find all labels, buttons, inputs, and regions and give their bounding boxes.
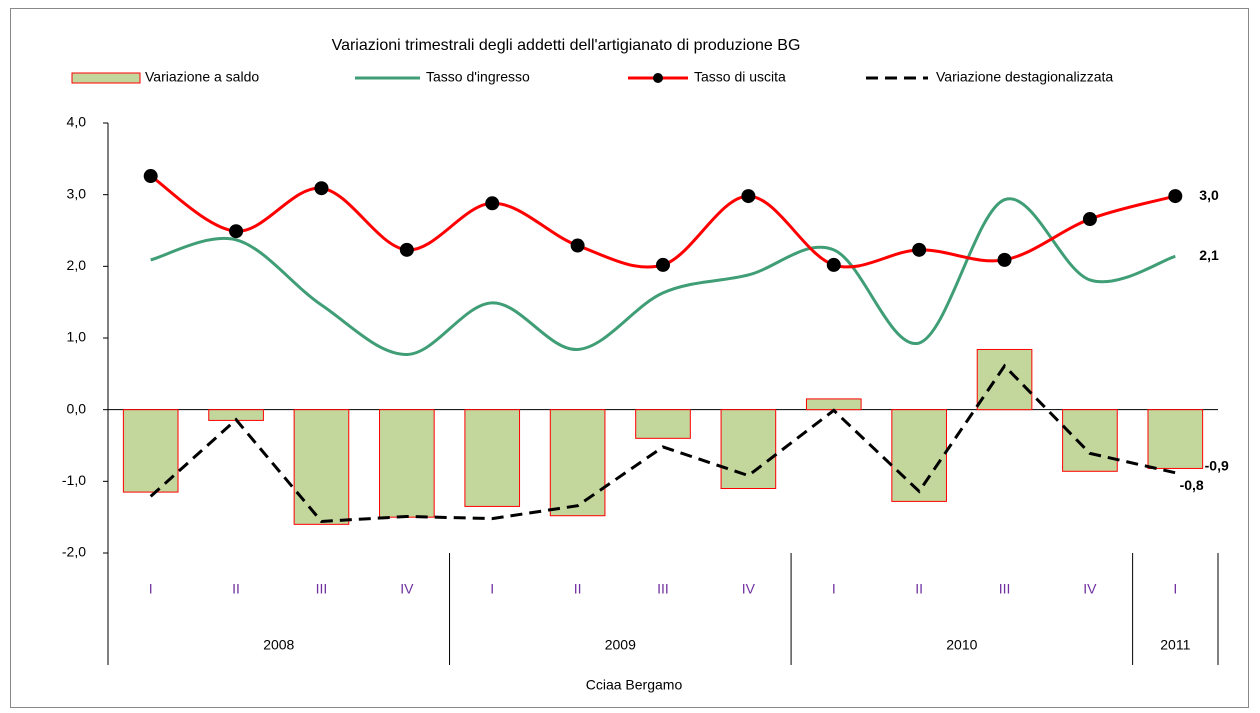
x-tick-label: III bbox=[316, 581, 328, 597]
marker bbox=[1168, 189, 1183, 204]
y-tick-label: 4,0 bbox=[67, 114, 87, 130]
marker bbox=[570, 238, 585, 253]
bar bbox=[549, 409, 606, 517]
group-label: 2009 bbox=[605, 637, 636, 653]
x-tick-label: IV bbox=[1083, 581, 1097, 597]
data-label: -0,9 bbox=[1205, 457, 1229, 473]
chart-title: Variazioni trimestrali degli addetti del… bbox=[332, 37, 801, 54]
bar bbox=[805, 398, 862, 411]
bar bbox=[464, 409, 521, 507]
data-label: -0,8 bbox=[1180, 477, 1204, 493]
legend-label: Tasso di uscita bbox=[694, 69, 786, 85]
marker bbox=[1082, 212, 1097, 227]
legend-swatch bbox=[71, 72, 141, 84]
line bbox=[150, 197, 1176, 356]
data-label: 3,0 bbox=[1199, 187, 1219, 203]
marker bbox=[741, 189, 756, 204]
x-tick-label: III bbox=[657, 581, 669, 597]
x-tick-label: IV bbox=[400, 581, 414, 597]
group-label: 2010 bbox=[946, 637, 977, 653]
bar bbox=[891, 409, 947, 502]
line bbox=[149, 363, 1176, 524]
legend-label: Variazione a saldo bbox=[145, 69, 259, 85]
marker bbox=[656, 257, 670, 272]
x-tick-label: I bbox=[1173, 581, 1177, 597]
caption: Cciaa Bergamo bbox=[586, 677, 683, 693]
marker bbox=[143, 169, 158, 184]
marker bbox=[912, 242, 927, 257]
x-tick-label: II bbox=[232, 581, 240, 597]
marker bbox=[399, 242, 414, 257]
marker bbox=[485, 196, 500, 211]
bar bbox=[379, 409, 435, 518]
x-tick-label: I bbox=[490, 581, 494, 597]
bar bbox=[976, 348, 1033, 411]
y-tick-label: 2,0 bbox=[67, 257, 87, 273]
y-tick-label: -2,0 bbox=[62, 544, 86, 560]
y-tick-label: -1,0 bbox=[62, 472, 86, 488]
bar bbox=[635, 409, 691, 439]
x-tick-label: II bbox=[574, 581, 582, 597]
x-tick-label: II bbox=[915, 581, 923, 597]
legend-label: Variazione destagionalizzata bbox=[936, 69, 1113, 85]
chart-border bbox=[10, 8, 1249, 708]
x-tick-label: III bbox=[999, 581, 1011, 597]
bar bbox=[1062, 409, 1118, 472]
legend-marker bbox=[653, 73, 663, 83]
marker bbox=[229, 224, 244, 239]
group-label: 2008 bbox=[263, 637, 294, 653]
bar bbox=[1147, 409, 1204, 469]
legend-label: Tasso d'ingresso bbox=[426, 69, 530, 85]
x-tick-label: IV bbox=[742, 581, 756, 597]
x-tick-label: I bbox=[832, 581, 836, 597]
marker bbox=[997, 252, 1012, 267]
y-tick-label: 3,0 bbox=[67, 185, 87, 201]
group-label: 2011 bbox=[1160, 637, 1190, 653]
data-label: 2,1 bbox=[1199, 247, 1219, 263]
x-tick-label: I bbox=[149, 581, 153, 597]
y-tick-label: 0,0 bbox=[67, 400, 87, 416]
marker bbox=[826, 257, 841, 272]
bar bbox=[720, 409, 777, 489]
marker bbox=[314, 181, 329, 196]
bar bbox=[293, 409, 350, 525]
y-tick-label: 1,0 bbox=[67, 329, 87, 345]
